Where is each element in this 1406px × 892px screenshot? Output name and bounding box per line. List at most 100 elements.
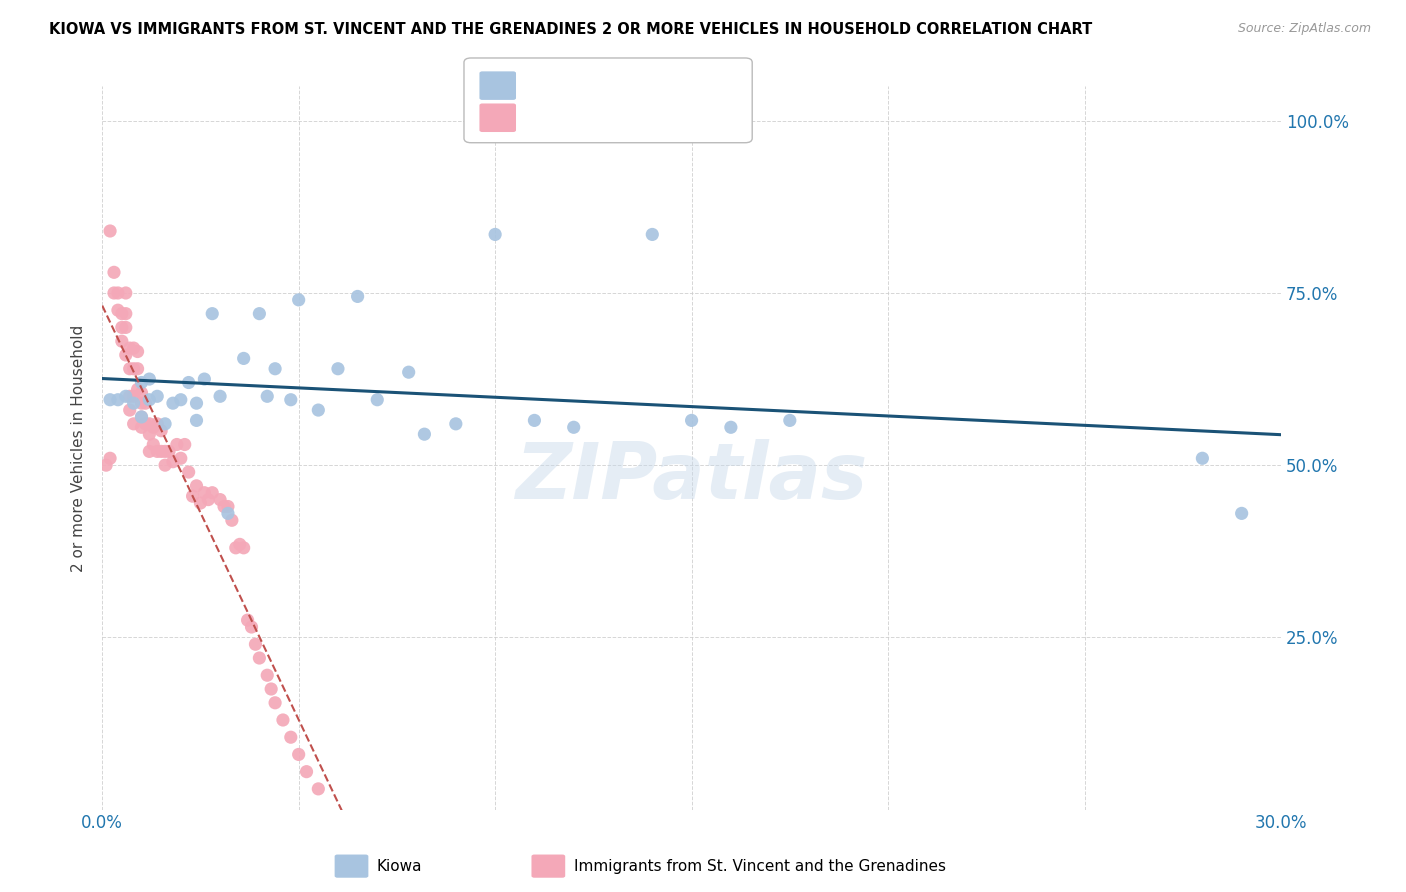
- Point: [107, 285, 129, 300]
- Text: Source: ZipAtlas.com: Source: ZipAtlas.com: [1237, 22, 1371, 36]
- Point: [346, 289, 368, 303]
- Point: [1230, 507, 1253, 521]
- Point: [232, 541, 254, 555]
- Point: [122, 361, 145, 376]
- Point: [131, 409, 153, 424]
- Point: [162, 455, 184, 469]
- Point: [122, 396, 145, 410]
- Point: [118, 361, 141, 376]
- Text: N =: N =: [640, 109, 676, 127]
- Point: [264, 361, 287, 376]
- Point: [326, 361, 349, 376]
- Point: [197, 492, 219, 507]
- Point: [181, 489, 204, 503]
- Point: [150, 424, 173, 438]
- Point: [307, 781, 329, 796]
- Text: R =: R =: [524, 109, 565, 127]
- Point: [114, 307, 136, 321]
- Text: 41: 41: [675, 77, 700, 95]
- Point: [217, 507, 239, 521]
- Point: [186, 479, 208, 493]
- Point: [146, 444, 169, 458]
- Point: [103, 285, 125, 300]
- Point: [153, 444, 176, 458]
- Point: [146, 417, 169, 431]
- Point: [114, 320, 136, 334]
- Point: [142, 437, 165, 451]
- Point: [118, 403, 141, 417]
- Text: N =: N =: [640, 77, 676, 95]
- Point: [118, 341, 141, 355]
- Point: [177, 376, 200, 390]
- Point: [138, 417, 160, 431]
- Point: [131, 376, 153, 390]
- Point: [114, 348, 136, 362]
- Point: [122, 417, 145, 431]
- Point: [247, 307, 270, 321]
- Point: [107, 392, 129, 407]
- Point: [229, 537, 252, 551]
- Point: [103, 265, 125, 279]
- Point: [398, 365, 420, 379]
- Point: [413, 427, 436, 442]
- Point: [247, 651, 270, 665]
- Point: [523, 413, 546, 427]
- Point: [127, 344, 149, 359]
- Point: [484, 227, 506, 242]
- Point: [256, 389, 278, 403]
- Point: [127, 383, 149, 397]
- Point: [264, 696, 287, 710]
- Point: [186, 396, 208, 410]
- Point: [201, 485, 224, 500]
- Point: [287, 293, 309, 307]
- Text: 0.021: 0.021: [564, 109, 620, 127]
- Point: [111, 320, 134, 334]
- Text: R =: R =: [524, 77, 561, 95]
- Text: ZIPatlas: ZIPatlas: [516, 439, 868, 515]
- Point: [212, 500, 235, 514]
- Point: [217, 500, 239, 514]
- Point: [142, 420, 165, 434]
- Text: Kiowa: Kiowa: [377, 859, 422, 873]
- Point: [186, 413, 208, 427]
- Point: [444, 417, 467, 431]
- Text: KIOWA VS IMMIGRANTS FROM ST. VINCENT AND THE GRENADINES 2 OR MORE VEHICLES IN HO: KIOWA VS IMMIGRANTS FROM ST. VINCENT AND…: [49, 22, 1092, 37]
- Point: [307, 403, 329, 417]
- Point: [280, 730, 302, 744]
- Point: [1191, 451, 1213, 466]
- Point: [366, 392, 388, 407]
- Point: [162, 396, 184, 410]
- Point: [127, 361, 149, 376]
- Point: [232, 351, 254, 366]
- Point: [221, 513, 243, 527]
- Point: [150, 444, 173, 458]
- Point: [562, 420, 585, 434]
- Point: [173, 437, 195, 451]
- Point: [170, 451, 193, 466]
- Point: [131, 409, 153, 424]
- Point: [193, 485, 215, 500]
- Point: [157, 444, 180, 458]
- Point: [107, 303, 129, 318]
- Point: [138, 372, 160, 386]
- Point: [271, 713, 294, 727]
- Point: [94, 458, 117, 472]
- Point: [256, 668, 278, 682]
- Point: [166, 437, 188, 451]
- Point: [138, 392, 160, 407]
- Point: [134, 396, 156, 410]
- Point: [98, 451, 121, 466]
- Point: [236, 613, 259, 627]
- Y-axis label: 2 or more Vehicles in Household: 2 or more Vehicles in Household: [72, 325, 86, 572]
- Point: [295, 764, 318, 779]
- Point: [779, 413, 801, 427]
- Point: [114, 285, 136, 300]
- Point: [122, 389, 145, 403]
- Text: Immigrants from St. Vincent and the Grenadines: Immigrants from St. Vincent and the Gren…: [574, 859, 946, 873]
- Point: [111, 307, 134, 321]
- Point: [245, 637, 267, 651]
- Text: -0.298: -0.298: [564, 77, 628, 95]
- Point: [193, 372, 215, 386]
- Point: [98, 224, 121, 238]
- Point: [131, 420, 153, 434]
